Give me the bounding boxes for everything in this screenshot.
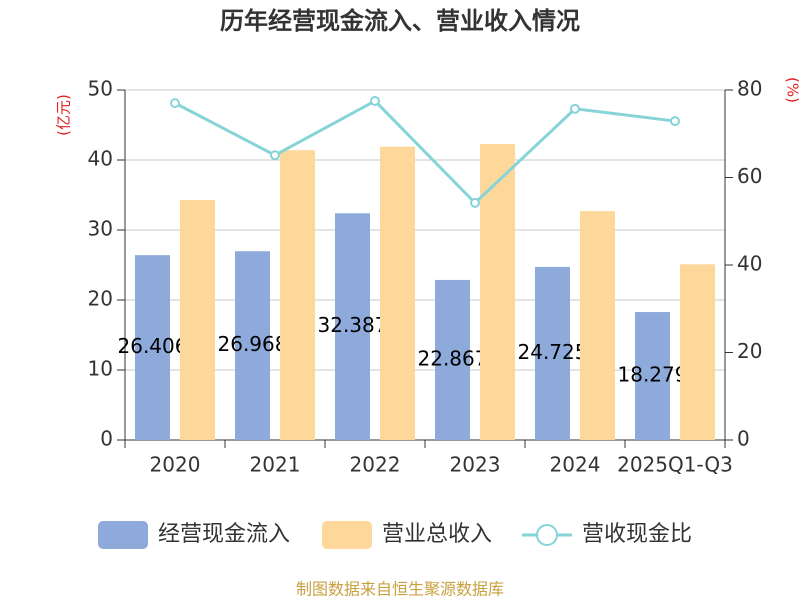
line xyxy=(174,99,676,205)
data-label: 22.867 xyxy=(418,346,488,370)
line-point xyxy=(570,103,580,114)
y-tick-label: 50 xyxy=(88,77,113,101)
bar xyxy=(535,266,570,440)
legend-swatch xyxy=(98,521,148,549)
line-point xyxy=(370,95,380,106)
y2-tick-label: 60 xyxy=(737,164,762,188)
y2-tick-label: 40 xyxy=(737,252,762,276)
data-label: 26.968 xyxy=(218,332,288,356)
y2-tick-label: 80 xyxy=(737,77,762,101)
y2-axis-label: (%) xyxy=(784,77,800,103)
bar xyxy=(235,251,270,440)
legend-label: 营收现金比 xyxy=(582,522,692,547)
bar xyxy=(680,264,715,440)
line-point xyxy=(470,197,480,208)
bar xyxy=(480,143,515,440)
bar xyxy=(335,213,370,440)
bar xyxy=(580,211,615,440)
x-tick-label: 2020 xyxy=(150,453,201,477)
legend-label: 经营现金流入 xyxy=(158,522,290,547)
x-tick-label: 2024 xyxy=(550,453,601,477)
line-point xyxy=(270,150,280,161)
bar xyxy=(635,312,670,440)
legend-label: 营业总收入 xyxy=(382,522,492,547)
bar xyxy=(435,279,470,440)
x-tick-label: 2023 xyxy=(450,453,501,477)
y-axis-label: (亿元) xyxy=(55,94,73,136)
bar xyxy=(180,199,215,440)
y-tick-label: 40 xyxy=(88,147,113,171)
y-tick-label: 30 xyxy=(88,217,113,241)
y2-tick-label: 20 xyxy=(737,339,762,363)
chart-title: 历年经营现金流入、营业收入情况 xyxy=(220,7,580,35)
x-tick-label: 2021 xyxy=(250,453,301,477)
data-label: 32.387 xyxy=(318,313,388,337)
line-point xyxy=(170,98,180,109)
y-tick-label: 20 xyxy=(88,287,113,311)
y-tick-label: 10 xyxy=(88,357,113,381)
bar xyxy=(135,255,170,440)
data-label: 18.279 xyxy=(618,363,688,387)
source-note: 制图数据来自恒生聚源数据库 xyxy=(296,580,504,599)
bar xyxy=(280,150,315,440)
data-label: 26.406 xyxy=(118,334,188,358)
legend-swatch xyxy=(322,521,372,549)
data-label: 24.725 xyxy=(518,340,588,364)
line-point xyxy=(670,116,680,127)
bar xyxy=(380,146,415,440)
x-tick-label: 2025Q1-Q3 xyxy=(617,453,733,477)
y-tick-label: 0 xyxy=(100,427,113,451)
y2-tick-label: 0 xyxy=(737,427,750,451)
legend-swatch xyxy=(536,524,558,546)
x-tick-label: 2022 xyxy=(350,453,401,477)
